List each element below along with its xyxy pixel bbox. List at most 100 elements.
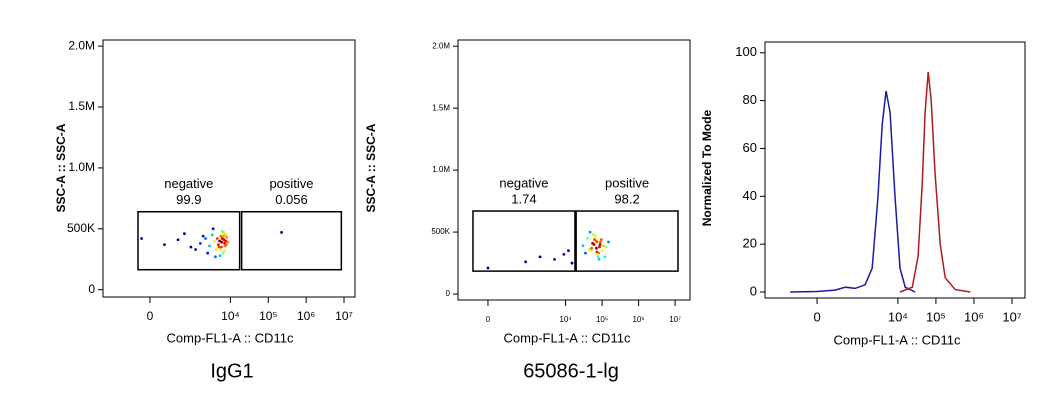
event-dot bbox=[204, 237, 207, 240]
gate-stat: 98.2 bbox=[614, 191, 639, 206]
event-dot bbox=[553, 257, 556, 261]
event-dot bbox=[224, 243, 228, 247]
event-dot bbox=[221, 251, 225, 255]
gate-name: negative bbox=[499, 175, 548, 190]
x-axis-label: Comp-FL1-A :: CD11c bbox=[834, 332, 961, 347]
event-dot bbox=[222, 231, 226, 234]
y-axis-label: SSC-A :: SSC-A bbox=[54, 123, 68, 212]
event-dot bbox=[218, 254, 222, 257]
event-dot bbox=[201, 234, 205, 238]
event-dot bbox=[593, 238, 596, 241]
y-tick-label: 0 bbox=[88, 282, 95, 296]
event-dot bbox=[584, 251, 587, 255]
y-tick-label: 1.5M bbox=[68, 99, 95, 113]
x-tick-label: 10⁶ bbox=[964, 309, 984, 324]
x-axis-label: Comp-FL1-A :: CD11c bbox=[167, 330, 294, 345]
x-tick-label: 0 bbox=[813, 309, 820, 324]
event-dot bbox=[213, 239, 216, 243]
y-tick-label: 20 bbox=[743, 236, 757, 251]
x-tick-label: 10⁴ bbox=[559, 315, 572, 324]
panel-title: IgG1 bbox=[210, 360, 253, 382]
event-dot bbox=[220, 240, 224, 244]
gate-name: negative bbox=[164, 176, 213, 191]
x-tick-label: 10⁶ bbox=[632, 315, 644, 324]
x-tick-label: 10⁴ bbox=[888, 309, 908, 324]
y-tick-label: 1.0M bbox=[68, 160, 95, 174]
event-dot bbox=[600, 249, 604, 253]
event-dot bbox=[567, 249, 570, 253]
event-dot bbox=[570, 261, 574, 265]
panel-title: 65086-1-lg bbox=[523, 360, 619, 382]
event-dot bbox=[597, 257, 601, 261]
event-dot bbox=[216, 243, 220, 247]
event-dot bbox=[211, 227, 215, 231]
event-dot bbox=[588, 230, 592, 234]
event-dot bbox=[163, 243, 166, 247]
x-tick-label: 10⁷ bbox=[669, 315, 681, 324]
event-dot bbox=[596, 255, 600, 259]
gate bbox=[575, 210, 679, 272]
event-dot bbox=[219, 248, 222, 251]
y-tick-label: 0 bbox=[750, 283, 757, 298]
x-axis-label: Comp-FL1-A :: CD11c bbox=[504, 330, 631, 345]
event-dot bbox=[217, 245, 221, 249]
event-dot bbox=[602, 244, 605, 248]
event-dot bbox=[213, 255, 217, 259]
plot-frame bbox=[102, 39, 356, 298]
event-dot bbox=[598, 240, 602, 244]
y-tick-label: 40 bbox=[743, 188, 757, 203]
event-dot bbox=[225, 235, 229, 239]
y-tick-label: 1.0M bbox=[432, 165, 450, 174]
event-dot bbox=[198, 242, 202, 245]
x-tick-label: 10⁵ bbox=[259, 309, 277, 323]
event-dot bbox=[604, 245, 608, 249]
event-dot bbox=[598, 243, 602, 246]
event-dot bbox=[486, 266, 490, 270]
event-dot bbox=[222, 249, 226, 253]
event-dot bbox=[595, 246, 598, 250]
histogram-line bbox=[899, 71, 971, 293]
event-dot bbox=[598, 245, 601, 249]
x-tick-label: 10⁵ bbox=[596, 315, 608, 324]
event-dot bbox=[215, 237, 219, 240]
event-dot bbox=[224, 233, 227, 237]
gate-stat: 99.9 bbox=[176, 192, 201, 207]
gate-name: positive bbox=[605, 175, 649, 190]
y-tick-label: 2.0M bbox=[68, 38, 95, 52]
histogram-line bbox=[790, 90, 916, 293]
event-dot bbox=[591, 241, 594, 245]
plot-frame bbox=[764, 41, 1026, 299]
event-dot bbox=[588, 248, 591, 251]
x-tick-label: 10⁷ bbox=[1002, 309, 1021, 324]
y-tick-label: 100 bbox=[735, 44, 757, 59]
event-dot bbox=[599, 238, 603, 241]
gate-name: positive bbox=[269, 176, 313, 191]
x-tick-label: 0 bbox=[147, 309, 154, 323]
y-tick-label: 500K bbox=[67, 221, 95, 235]
event-dot bbox=[226, 240, 230, 244]
y-tick-label: 0 bbox=[446, 289, 451, 298]
plot-frame bbox=[457, 39, 691, 301]
y-tick-label: 500K bbox=[431, 227, 450, 236]
event-dot bbox=[586, 236, 589, 240]
x-tick-label: 10⁶ bbox=[297, 309, 315, 323]
event-dot bbox=[194, 248, 198, 251]
gate bbox=[137, 210, 241, 271]
event-dot bbox=[562, 252, 566, 256]
event-dot bbox=[280, 231, 283, 234]
event-dot bbox=[214, 248, 218, 251]
event-dot bbox=[189, 245, 193, 249]
x-tick-label: 10⁴ bbox=[221, 309, 240, 323]
event-dot bbox=[208, 244, 211, 248]
event-dot bbox=[219, 234, 223, 238]
event-dot bbox=[595, 250, 599, 254]
event-dot bbox=[206, 251, 210, 255]
y-axis-label: Normalized To Mode bbox=[700, 109, 714, 226]
event-dot bbox=[538, 255, 542, 259]
event-dot bbox=[218, 239, 222, 243]
event-dot bbox=[590, 246, 594, 250]
event-dot bbox=[596, 252, 599, 256]
event-dot bbox=[220, 245, 223, 249]
event-dot bbox=[210, 233, 214, 237]
